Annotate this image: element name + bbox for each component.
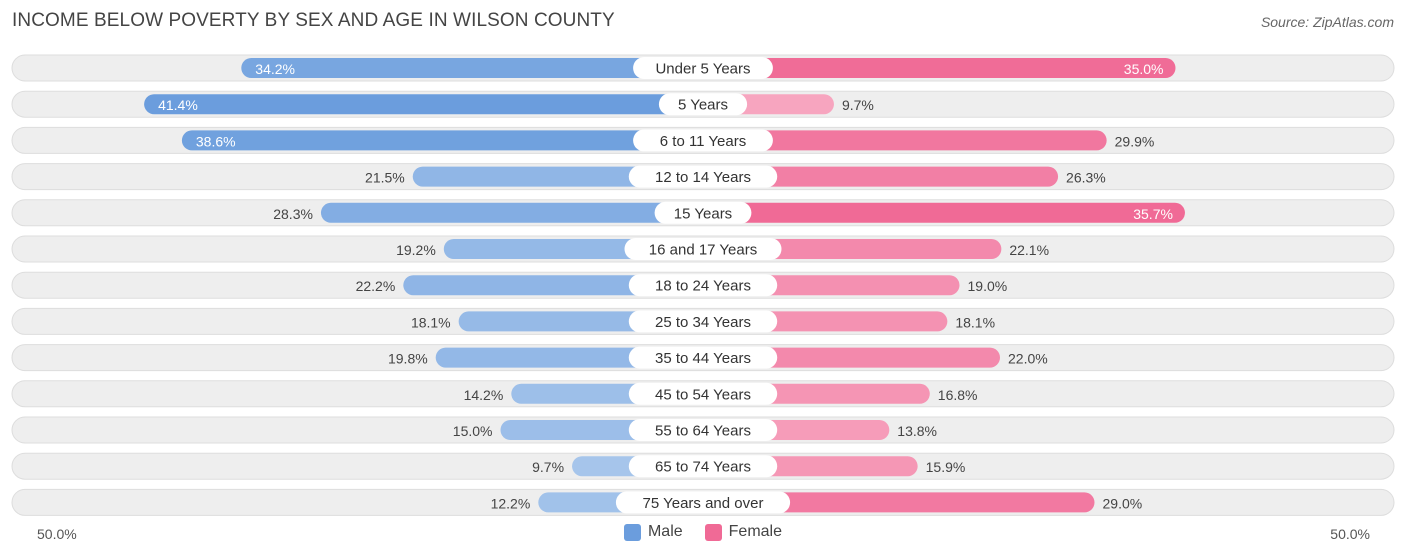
male-bar-18-to-24-years [403,275,703,296]
legend-item-male: Male [623,523,683,541]
male-value-label-55-to-64-years: 15.0% [453,423,493,439]
category-label-55-to-64-years: 55 to 64 Years [655,423,751,440]
female-value-label-25-to-34-years: 18.1% [955,314,995,330]
male-bar-5-years [144,94,704,115]
category-label-35-to-44-years: 35 to 44 Years [655,350,751,367]
female-bar-6-to-11-years [703,130,1107,151]
category-pill-55-to-64-years [628,419,778,441]
legend-label-male: Male [647,523,683,540]
female-bar-35-to-44-years [703,347,1000,368]
male-bar-under-5-years [241,58,704,78]
category-label-5-years: 5 Years [678,97,728,114]
category-label-16-and-17-years: 16 and 17 Years [649,242,757,259]
category-pill-25-to-34-years [628,310,778,333]
female-value-label-45-to-54-years: 16.8% [938,387,978,403]
category-pill-under-5-years [633,57,773,79]
category-pill-45-to-54-years [628,382,778,405]
legend-item-female: Female [704,523,783,541]
female-value-label-65-to-74-years: 15.9% [926,459,966,475]
category-pill-18-to-24-years [628,274,778,297]
category-pill-12-to-14-years [628,165,778,188]
female-value-label-5-years: 9.7% [842,97,874,113]
female-value-label-18-to-24-years: 19.0% [968,278,1008,294]
female-value-label-under-5-years: 35.0% [1124,61,1164,77]
axis-left-label: 50.0% [37,526,77,542]
male-value-label-75-years-and-over: 12.2% [491,495,531,511]
male-value-label-45-to-54-years: 14.2% [464,387,504,403]
female-value-label-75-years-and-over: 29.0% [1103,495,1143,511]
male-value-label-25-to-34-years: 18.1% [411,314,451,330]
male-value-label-6-to-11-years: 38.6% [196,133,236,149]
category-pill-65-to-74-years [628,455,778,478]
female-value-label-16-and-17-years: 22.1% [1009,242,1049,258]
male-value-label-65-to-74-years: 9.7% [532,459,564,475]
female-bar-under-5-years [703,58,1176,78]
female-value-label-6-to-11-years: 29.9% [1115,133,1155,149]
male-value-label-under-5-years: 34.2% [255,61,295,77]
male-value-label-16-and-17-years: 19.2% [396,242,436,258]
male-value-label-12-to-14-years: 21.5% [365,170,405,186]
male-value-label-35-to-44-years: 19.8% [388,351,428,367]
female-value-label-55-to-64-years: 13.8% [897,423,937,439]
female-bar-12-to-14-years [703,166,1059,187]
category-label-65-to-74-years: 65 to 74 Years [655,459,751,476]
male-bar-6-to-11-years [181,130,703,151]
chart-svg: Under 5 Years 34.2% 35.0% 5 Years 41.4% 9.7% 6… [11,54,1395,516]
category-label-6-to-11-years: 6 to 11 Years [660,133,746,150]
category-pill-15-years [654,201,752,224]
source-label: Source: ZipAtlas.com [1260,14,1394,30]
category-label-12-to-14-years: 12 to 14 Years [655,169,751,186]
category-pill-6-to-11-years [633,129,773,152]
category-label-under-5-years: Under 5 Years [655,61,750,78]
chart-title: INCOME BELOW POVERTY BY SEX AND AGE IN W… [12,10,615,31]
female-value-label-35-to-44-years: 22.0% [1008,351,1048,367]
category-label-18-to-24-years: 18 to 24 Years [655,278,751,295]
category-label-75-years-and-over: 75 Years and over [643,495,764,512]
female-value-label-12-to-14-years: 26.3% [1066,170,1106,186]
legend-label-female: Female [728,523,783,540]
category-pill-16-and-17-years [624,238,782,260]
category-label-25-to-34-years: 25 to 34 Years [655,314,751,331]
category-pill-35-to-44-years [628,346,778,369]
category-label-15-years: 15 Years [674,205,732,222]
female-bar-75-years-and-over [703,492,1095,513]
female-value-label-15-years: 35.7% [1133,206,1173,222]
male-value-label-18-to-24-years: 22.2% [356,278,396,294]
male-value-label-5-years: 41.4% [158,97,198,113]
male-value-label-15-years: 28.3% [273,206,313,222]
female-bar-15-years [703,202,1185,223]
category-pill-5-years [658,93,748,116]
category-pill-75-years-and-over [615,491,791,514]
legend-swatch-male [623,523,641,541]
axis-right-label: 50.0% [1330,526,1370,542]
legend-swatch-female [704,523,722,541]
category-label-45-to-54-years: 45 to 54 Years [655,386,751,403]
legend: Male Female [0,523,1406,541]
male-bar-15-years [320,202,703,223]
